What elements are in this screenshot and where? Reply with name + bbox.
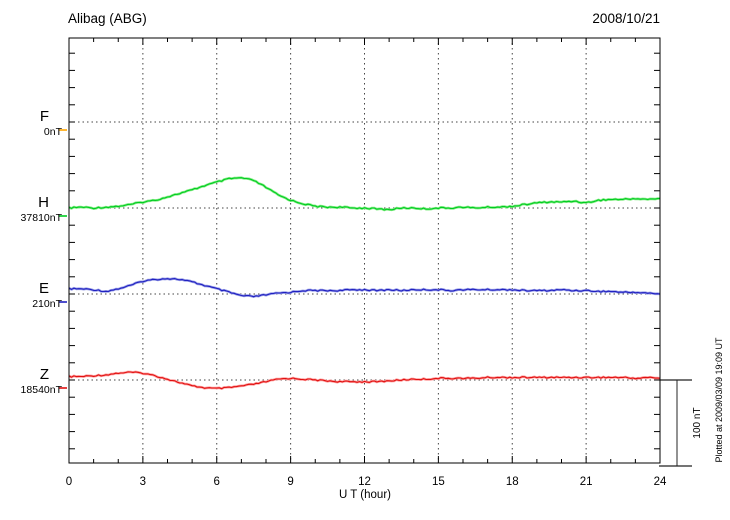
- trace-H: [68, 177, 661, 211]
- x-tick-labels: 0 3 6 9 12 15 18 21 24: [66, 476, 667, 488]
- plot-frame: [68, 37, 661, 464]
- x-tick-label: 9: [287, 476, 293, 488]
- axis-ticks: [68, 38, 661, 463]
- component-baselines: [69, 121, 660, 381]
- station-title: Alibag (ABG): [68, 11, 147, 26]
- baseline-reference-ticks: [59, 129, 67, 389]
- baseline-value-F: 0nT: [44, 126, 63, 138]
- x-axis-label: U T (hour): [339, 489, 391, 501]
- baseline-value-H: 37810nT: [21, 212, 63, 224]
- component-label-Z: Z: [40, 366, 49, 383]
- scale-bar: [659, 379, 692, 467]
- component-label-H: H: [38, 194, 49, 211]
- x-tick-label: 24: [654, 476, 667, 488]
- data-traces: [68, 176, 661, 390]
- scale-bar-label: 100 nT: [692, 407, 703, 438]
- baseline-value-E: 210nT: [32, 298, 62, 310]
- component-label-F: F: [40, 108, 49, 125]
- x-tick-label: 0: [66, 476, 72, 488]
- trace-E: [68, 278, 661, 298]
- component-label-E: E: [39, 280, 49, 297]
- x-tick-label: 15: [432, 476, 445, 488]
- x-tick-label: 6: [214, 476, 220, 488]
- x-tick-label: 21: [580, 476, 593, 488]
- baseline-value-Z: 18540nT: [21, 384, 63, 396]
- x-tick-label: 18: [506, 476, 519, 488]
- date-label: 2008/10/21: [592, 11, 660, 26]
- trace-Z: [68, 371, 661, 390]
- plotted-at-note: Plotted at 2009/03/09 19:09 UT: [714, 337, 724, 463]
- gridlines: [142, 38, 587, 463]
- x-tick-label: 3: [140, 476, 146, 488]
- x-tick-label: 12: [358, 476, 371, 488]
